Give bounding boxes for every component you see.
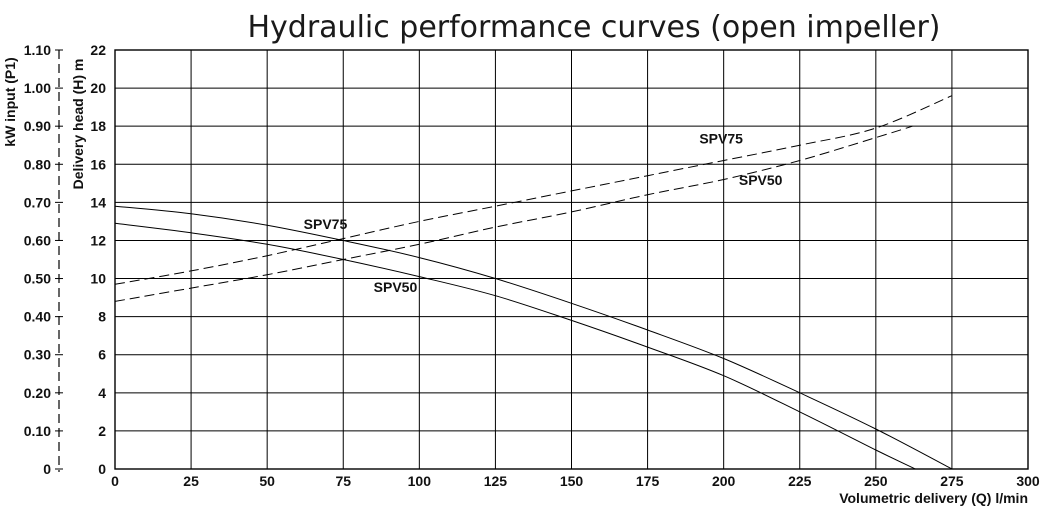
plot-frame — [114, 49, 1029, 470]
x-tick-label: 100 — [408, 473, 432, 489]
x-tick-label: 175 — [636, 473, 660, 489]
grid — [114, 49, 1029, 470]
y2-tick-label: 1.00 — [24, 80, 51, 96]
x-tick-label: 275 — [940, 473, 964, 489]
curve-label-spv50: SPV50 — [739, 172, 783, 188]
y-tick-label: 8 — [98, 309, 106, 325]
curve-spv50-power — [114, 125, 913, 302]
y-tick-label: 10 — [90, 271, 106, 287]
y-tick-label: 4 — [98, 385, 106, 401]
y-tick-label: 6 — [98, 347, 106, 363]
x-tick-label: 225 — [788, 473, 812, 489]
tick-labels: 0 25 50 75 100 125 150 175 200 225 250 275 300024681… — [24, 42, 1040, 489]
y2-tick-label: 0.40 — [24, 309, 51, 325]
y-tick-label: 18 — [90, 118, 106, 134]
y2-tick-label: 0.10 — [24, 423, 51, 439]
curve-label-spv75: SPV75 — [699, 130, 743, 146]
x-axis-label: Volumetric delivery (Q) l/min — [839, 490, 1028, 506]
curve-labels: SPV75 SPV50 SPV75 SPV50 — [304, 130, 783, 295]
x-tick-label: 300 — [1016, 473, 1040, 489]
y2-tick-label: 0.90 — [24, 118, 51, 134]
y2-tick-label: 1.10 — [24, 42, 51, 58]
curve-spv75-power — [114, 95, 953, 285]
p1-axis — [55, 49, 63, 472]
y2-tick-label: 0.50 — [24, 271, 51, 287]
y-tick-label: 2 — [98, 423, 106, 439]
curve-label-spv75: SPV75 — [304, 216, 348, 232]
x-tick-label: 0 — [111, 473, 119, 489]
curves — [114, 95, 953, 470]
x-tick-label: 75 — [335, 473, 351, 489]
y-tick-label: 12 — [90, 232, 106, 248]
x-tick-label: 25 — [183, 473, 199, 489]
y-tick-label: 20 — [90, 80, 106, 96]
curve-spv75-head — [114, 205, 953, 470]
x-tick-label: 150 — [560, 473, 584, 489]
y2-tick-label: 0.80 — [24, 156, 51, 172]
y2-tick-label: 0 — [43, 461, 51, 477]
x-tick-label: 50 — [259, 473, 275, 489]
y-tick-label: 22 — [90, 42, 106, 58]
curve-spv50-head — [114, 222, 916, 470]
y2-tick-label: 0.60 — [24, 232, 51, 248]
y-axis-label: Delivery head (H) m — [70, 59, 86, 190]
chart-title: Hydraulic performance curves (open impel… — [247, 10, 940, 45]
y-tick-label: 0 — [98, 461, 106, 477]
x-tick-label: 250 — [864, 473, 888, 489]
curve-label-spv50: SPV50 — [374, 279, 418, 295]
y2-tick-label: 0.20 — [24, 385, 51, 401]
y2-tick-label: 0.70 — [24, 194, 51, 210]
y-tick-label: 14 — [90, 194, 106, 210]
x-tick-label: 125 — [484, 473, 508, 489]
y2-axis-label: kW input (P1) — [2, 57, 18, 146]
y2-tick-label: 0.30 — [24, 347, 51, 363]
y-tick-label: 16 — [90, 156, 106, 172]
x-tick-label: 200 — [712, 473, 736, 489]
